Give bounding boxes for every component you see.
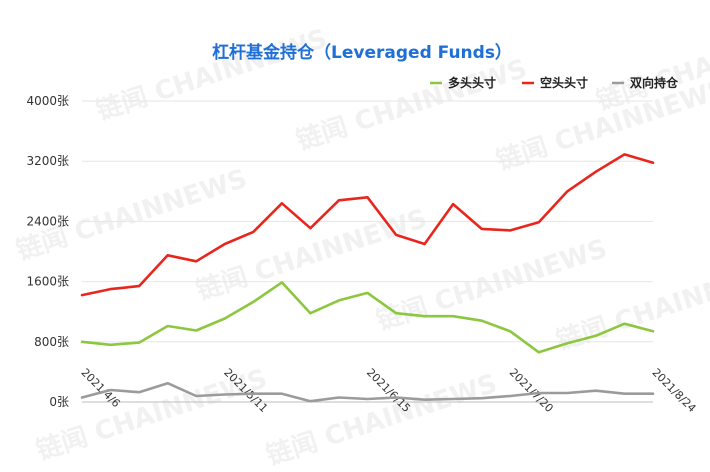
- gridlines: [82, 100, 653, 403]
- x-tick-label: 2021/7/20: [507, 366, 556, 415]
- chart-title: 杠杆基金持仓（Leveraged Funds）: [212, 42, 512, 63]
- y-tick-label: 3200张: [26, 154, 69, 168]
- y-tick-label: 800张: [34, 335, 69, 349]
- series-line: [80, 153, 655, 297]
- x-tick-label: 2021/4/6: [78, 366, 122, 410]
- x-tick-label: 2021/8/24: [649, 366, 698, 415]
- y-tick-label: 4000张: [26, 94, 69, 108]
- series-line: [80, 381, 655, 403]
- watermark-text: 链闻 CHAINNEWS: [293, 53, 531, 157]
- y-tick-label: 0张: [49, 395, 69, 409]
- series-lines: [80, 153, 655, 403]
- legend-label: 双向持仓: [630, 75, 679, 90]
- watermark-text: 链闻 CHAINNEWS: [193, 203, 431, 307]
- series-line: [80, 281, 655, 354]
- y-axis: 0张 800张 1600张 2400张 3200张 4000张: [26, 94, 69, 409]
- legend-label: 空头头寸: [540, 75, 588, 90]
- watermark-text: 链闻 CHAINNEWS: [93, 23, 331, 127]
- legend-label: 多头头寸: [448, 75, 496, 90]
- y-tick-label: 1600张: [26, 275, 69, 289]
- legend: 多头头寸 空头头寸 双向持仓: [430, 75, 679, 90]
- y-tick-label: 2400张: [26, 214, 69, 228]
